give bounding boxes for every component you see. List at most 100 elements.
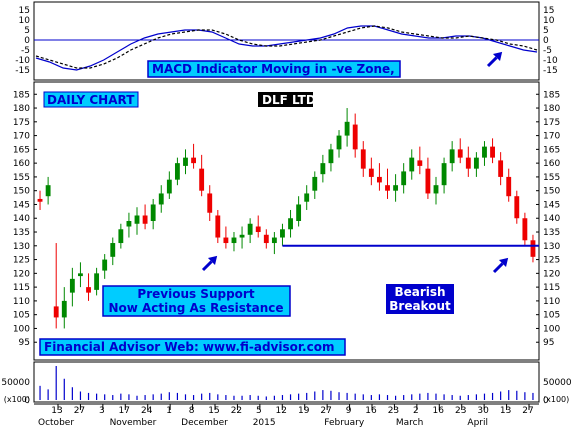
price-tick-label-right: 115 — [543, 283, 560, 293]
bearish-note-line2: Breakout — [389, 299, 451, 313]
candle-body — [94, 273, 100, 290]
x-tick-label: 22 — [231, 406, 242, 416]
website-banner-box — [39, 338, 346, 356]
candle-body — [473, 157, 479, 169]
price-tick-label-left: 185 — [13, 90, 30, 100]
macd-tick-label-left: -5 — [21, 46, 30, 56]
x-month-label: March — [396, 418, 423, 427]
x-month-label: November — [110, 418, 157, 427]
macd-tick-label-left: 5 — [24, 26, 30, 36]
x-tick-label: 3 — [99, 406, 105, 416]
candle-body — [110, 243, 116, 257]
macd-tick-label-right: -10 — [543, 56, 558, 66]
macd-tick-label-right: -5 — [543, 46, 552, 56]
price-tick-label-right: 165 — [543, 145, 560, 155]
price-panel — [33, 81, 540, 361]
price-tick-label-right: 130 — [543, 242, 560, 252]
candle-body — [385, 185, 390, 191]
candle-body — [401, 171, 407, 186]
candle-body — [288, 218, 293, 230]
price-tick-label-left: 175 — [13, 118, 30, 128]
up-right-arrow-icon — [486, 51, 503, 68]
x-tick-label: 15 — [208, 406, 219, 416]
price-tick-label-right: 125 — [543, 256, 560, 266]
candle-body — [142, 215, 148, 224]
candle-body — [263, 234, 269, 244]
price-tick-label-right: 110 — [543, 297, 560, 307]
support-note-line2: Now Acting As Resistance — [108, 301, 283, 315]
x-tick-label: 13 — [51, 406, 62, 416]
price-tick-label-left: 115 — [13, 283, 30, 293]
stock-name-box — [258, 92, 313, 107]
candle-body — [304, 193, 310, 202]
price-tick-label-left: 180 — [13, 104, 30, 114]
x-month-label: October — [38, 418, 74, 427]
bearish-note-box — [386, 284, 454, 314]
macd-signal-line — [35, 25, 538, 69]
x-tick-label: 1 — [166, 406, 172, 416]
macd-banner-text: MACD Indicator Moving in -ve Zone, — [152, 62, 395, 76]
candle-body — [53, 306, 59, 318]
support-note-box — [102, 285, 291, 317]
price-tick-label-left: 110 — [13, 297, 30, 307]
price-tick-label-left: 145 — [13, 200, 30, 210]
candle-body — [425, 168, 431, 194]
candle-body — [69, 278, 75, 293]
volume-panel — [33, 361, 540, 403]
candle-body — [126, 221, 132, 227]
price-tick-label-left: 155 — [13, 173, 30, 183]
candle-body — [336, 135, 342, 150]
candle-body — [482, 146, 487, 158]
price-tick-label-left: 130 — [13, 242, 30, 252]
macd-tick-label-left: 0 — [24, 36, 30, 46]
x-tick-label: 2 — [413, 406, 419, 416]
candle-body — [86, 287, 91, 293]
macd-tick-label-left: -15 — [15, 66, 30, 76]
price-tick-label-left: 150 — [13, 187, 30, 197]
stock-name-label: DLF LTD — [262, 93, 316, 107]
candle-body — [530, 240, 536, 257]
macd-macd-line — [35, 25, 538, 71]
x-tick-label: 9 — [346, 406, 352, 416]
up-right-arrow-icon — [492, 257, 509, 274]
volume-tick-label-right: 50000 — [543, 378, 572, 388]
candle-body — [409, 157, 415, 172]
candle-body — [280, 229, 285, 238]
price-tick-label-right: 185 — [543, 90, 560, 100]
price-tick-label-left: 100 — [13, 324, 30, 334]
candle-body — [457, 149, 463, 158]
volume-unit-label: (x100) — [543, 395, 569, 404]
bearish-note-line1: Bearish — [394, 285, 445, 299]
candle-body — [191, 157, 196, 164]
price-tick-label-left: 170 — [13, 132, 30, 142]
volume-unit-label: (x100) — [4, 395, 30, 404]
volume-tick-label-right: 0 — [543, 396, 549, 406]
candle-body — [223, 237, 229, 244]
candle-body — [199, 168, 205, 191]
x-tick-label: 16 — [433, 406, 445, 416]
candle-body — [207, 193, 213, 213]
website-banner-text: Financial Advisor Web: www.fi-advisor.co… — [44, 340, 334, 354]
price-tick-label-left: 120 — [13, 269, 30, 279]
price-tick-label-right: 145 — [543, 200, 560, 210]
candle-body — [352, 124, 358, 150]
macd-tick-label-right: 10 — [543, 16, 555, 26]
price-tick-label-left: 165 — [13, 145, 30, 155]
x-month-label: April — [467, 418, 488, 427]
candle-body — [377, 176, 382, 183]
daily-chart-box — [43, 91, 139, 108]
price-tick-label-right: 140 — [543, 214, 560, 224]
candle-body — [118, 229, 124, 244]
candle-body — [150, 204, 156, 221]
x-tick-label: 13 — [500, 406, 511, 416]
candle-body — [441, 163, 447, 186]
x-tick-label: 27 — [320, 406, 331, 416]
x-month-label: February — [324, 418, 365, 427]
price-tick-label-right: 95 — [543, 338, 554, 348]
candle-body — [61, 300, 67, 318]
macd-tick-label-left: -10 — [15, 56, 30, 66]
up-right-arrow-icon — [201, 255, 218, 272]
candle-body — [45, 185, 51, 197]
macd-tick-label-right: 0 — [543, 36, 549, 46]
